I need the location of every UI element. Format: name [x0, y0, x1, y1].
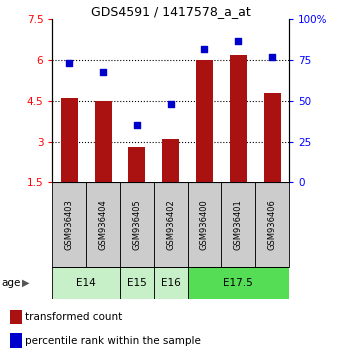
Bar	[188, 182, 221, 267]
Bar	[86, 182, 120, 267]
Text: percentile rank within the sample: percentile rank within the sample	[25, 336, 201, 346]
Bar	[52, 182, 86, 267]
Text: E15: E15	[127, 278, 147, 288]
Text: ▶: ▶	[22, 278, 29, 288]
Text: GSM936406: GSM936406	[268, 199, 276, 250]
Bar	[128, 147, 145, 182]
Point	[269, 54, 275, 60]
Bar	[255, 182, 289, 267]
Bar	[95, 101, 112, 182]
Text: GSM936403: GSM936403	[65, 199, 74, 250]
Text: age: age	[2, 278, 21, 288]
Bar	[61, 98, 78, 182]
Bar	[10, 333, 22, 348]
Bar	[120, 267, 154, 299]
Point	[236, 38, 241, 44]
Text: GSM936401: GSM936401	[234, 199, 243, 250]
Bar	[230, 55, 247, 182]
Bar	[154, 267, 188, 299]
Bar	[221, 182, 255, 267]
Text: GSM936405: GSM936405	[132, 199, 141, 250]
Bar	[120, 182, 154, 267]
Text: GSM936400: GSM936400	[200, 199, 209, 250]
Text: GSM936404: GSM936404	[99, 199, 107, 250]
Text: E14: E14	[76, 278, 96, 288]
Bar	[154, 182, 188, 267]
Bar	[264, 93, 281, 182]
Point	[202, 46, 207, 52]
Point	[100, 69, 106, 74]
Point	[168, 101, 173, 107]
Bar	[196, 60, 213, 182]
Text: GSM936402: GSM936402	[166, 199, 175, 250]
Text: E17.5: E17.5	[223, 278, 253, 288]
Text: E16: E16	[161, 278, 180, 288]
Bar	[52, 267, 120, 299]
Bar	[162, 139, 179, 182]
Point	[134, 122, 140, 128]
Title: GDS4591 / 1417578_a_at: GDS4591 / 1417578_a_at	[91, 5, 250, 18]
Text: transformed count: transformed count	[25, 312, 122, 322]
Bar	[10, 310, 22, 324]
Point	[67, 61, 72, 66]
Bar	[188, 267, 289, 299]
